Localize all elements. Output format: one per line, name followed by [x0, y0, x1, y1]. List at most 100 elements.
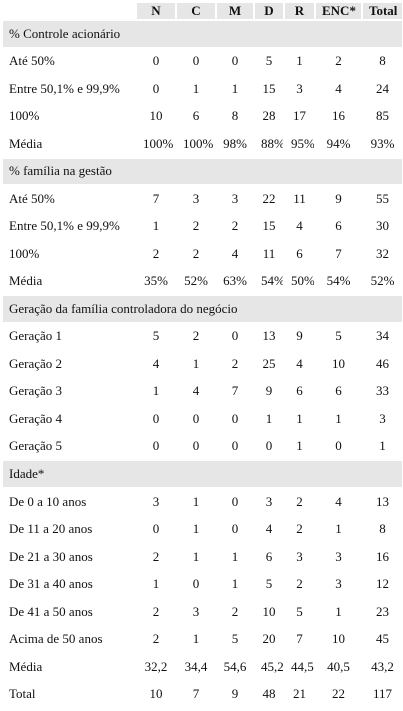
data-row: De 0 a 10 anos 3 1 0 3 2 4 13: [1, 486, 403, 517]
cell: 16: [314, 101, 363, 132]
cell: 7: [314, 239, 363, 269]
cell: 2: [175, 239, 217, 269]
cell: 1: [283, 431, 316, 462]
cell: 10: [314, 624, 363, 654]
cell: 54%: [253, 266, 285, 297]
cell: 7: [175, 679, 217, 709]
column-header: D: [253, 1, 285, 21]
cell: 2: [175, 321, 217, 352]
cell: 5: [253, 46, 285, 77]
row-label: De 41 a 50 anos: [1, 596, 137, 627]
cell: 1: [361, 431, 403, 462]
row-label: De 11 a 20 anos: [1, 514, 137, 544]
cell: 88%: [253, 129, 285, 159]
cell: 10: [135, 679, 177, 709]
cell: 4: [175, 376, 217, 407]
cell: 1: [135, 211, 177, 242]
cell: 6: [253, 541, 285, 572]
cell: 10: [253, 596, 285, 627]
row-label: Entre 50,1% e 99,9%: [1, 211, 137, 242]
cell: 5: [283, 596, 316, 627]
cell: 25: [253, 349, 285, 379]
cell: 8: [361, 46, 403, 77]
row-label: Até 50%: [1, 184, 137, 214]
data-row: Acima de 50 anos 2 1 5 20 7 10 45: [1, 624, 403, 654]
cell: 55: [361, 184, 403, 214]
cell: 0: [215, 514, 255, 544]
cell: 21: [283, 679, 316, 709]
data-row: Geração 2 4 1 2 25 4 10 46: [1, 349, 403, 379]
cell: 50%: [283, 266, 316, 297]
cell: 3: [314, 569, 363, 599]
cell: 3: [175, 184, 217, 214]
section-row: Idade*: [1, 459, 403, 489]
data-row: Média 35% 52% 63% 54% 50% 54% 52%: [1, 266, 403, 297]
cell: 13: [361, 486, 403, 517]
column-header: N: [135, 1, 177, 21]
cell: 4: [314, 486, 363, 517]
cell: 15: [253, 74, 285, 104]
cell: 1: [135, 569, 177, 599]
cell: 93%: [361, 129, 403, 159]
cell: 2: [175, 211, 217, 242]
cell: 5: [135, 321, 177, 352]
data-row: Entre 50,1% e 99,9% 1 2 2 15 4 6 30: [1, 211, 403, 242]
cell: 1: [175, 74, 217, 104]
cell: 100%: [175, 129, 217, 159]
cell: 28: [253, 101, 285, 132]
table-body: % Controle acionário Até 50% 0 0 0 5 1 2 8 Entre …: [1, 19, 403, 709]
cell: 52%: [361, 266, 403, 297]
data-row: Entre 50,1% e 99,9% 0 1 1 15 3 4 24: [1, 74, 403, 104]
cell: 24: [361, 74, 403, 104]
cell: 0: [135, 514, 177, 544]
cell: 30: [361, 211, 403, 242]
cell: 7: [283, 624, 316, 654]
cell: 9: [253, 376, 285, 407]
data-row: De 11 a 20 anos 0 1 0 4 2 1 8: [1, 514, 403, 544]
data-row: De 31 a 40 anos 1 0 1 5 2 3 12: [1, 569, 403, 599]
section-title: Geração da família controladora do negóc…: [1, 294, 403, 324]
cell: 2: [283, 569, 316, 599]
row-label: Geração 2: [1, 349, 137, 379]
data-row: 100% 2 2 4 11 6 7 32: [1, 239, 403, 269]
cell: 1: [175, 541, 217, 572]
row-label: Geração 4: [1, 404, 137, 434]
cell: 17: [283, 101, 316, 132]
column-header: C: [175, 1, 217, 21]
cell: 1: [175, 624, 217, 654]
cell: 1: [215, 569, 255, 599]
cell: 16: [361, 541, 403, 572]
cell: 4: [253, 514, 285, 544]
cell: 6: [314, 376, 363, 407]
data-row: De 41 a 50 anos 2 3 2 10 5 1 23: [1, 596, 403, 627]
corner-cell: [1, 1, 137, 21]
row-label: 100%: [1, 101, 137, 132]
cell: 1: [253, 404, 285, 434]
cell: 4: [283, 349, 316, 379]
section-row: % Controle acionário: [1, 19, 403, 49]
cell: 40,5: [314, 651, 363, 682]
row-label: Geração 5: [1, 431, 137, 462]
cell: 12: [361, 569, 403, 599]
cell: 52%: [175, 266, 217, 297]
data-row: De 21 a 30 anos 2 1 1 6 3 3 16: [1, 541, 403, 572]
cell: 0: [215, 46, 255, 77]
cell: 1: [283, 46, 316, 77]
cell: 2: [135, 596, 177, 627]
cell: 1: [314, 596, 363, 627]
cell: 2: [283, 486, 316, 517]
cell: 0: [253, 431, 285, 462]
cell: 0: [135, 46, 177, 77]
data-row: Geração 1 5 2 0 13 9 5 34: [1, 321, 403, 352]
cell: 32,2: [135, 651, 177, 682]
cell: 43,2: [361, 651, 403, 682]
cell: 54%: [314, 266, 363, 297]
data-row: Média 32,2 34,4 54,6 45,2 44,5 40,5 43,2: [1, 651, 403, 682]
section-title: % Controle acionário: [1, 19, 403, 49]
cell: 3: [135, 486, 177, 517]
data-row: Até 50% 7 3 3 22 11 9 55: [1, 184, 403, 214]
cell: 4: [283, 211, 316, 242]
